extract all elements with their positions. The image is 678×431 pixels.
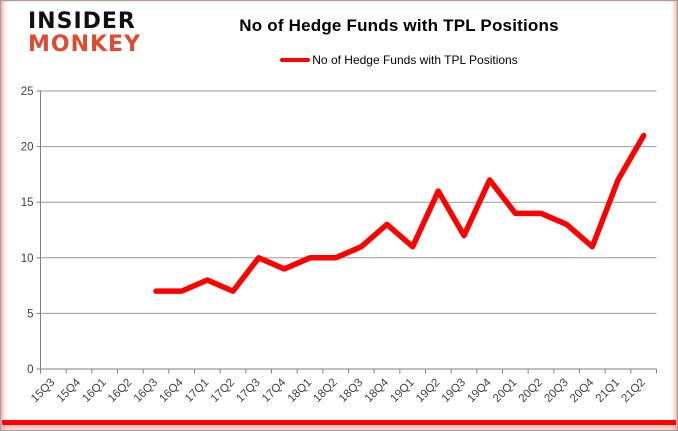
y-axis-label-0: 0 xyxy=(27,364,33,376)
x-axis-label-20Q1: 20Q1 xyxy=(491,377,519,405)
x-axis-label-16Q3: 16Q3 xyxy=(132,377,160,405)
series-line xyxy=(153,132,647,294)
x-axis-label-17Q1: 17Q1 xyxy=(183,377,211,405)
y-axis-label-25: 25 xyxy=(21,86,34,98)
x-axis-label-16Q2: 16Q2 xyxy=(106,377,134,405)
chart-title: No of Hedge Funds with TPL Positions xyxy=(239,16,559,35)
x-axis-label-19Q3: 19Q3 xyxy=(440,377,468,405)
chart-header: No of Hedge Funds with TPL Positions No … xyxy=(131,16,667,67)
x-axis-label-15Q3: 15Q3 xyxy=(29,377,57,405)
y-axis-label-5: 5 xyxy=(27,308,33,320)
x-axis-label-20Q4: 20Q4 xyxy=(568,376,597,405)
logo-insider-text: INSIDER xyxy=(28,9,136,34)
x-axis-label-20Q2: 20Q2 xyxy=(517,377,545,405)
y-axis-label-15: 15 xyxy=(21,197,34,209)
x-axis-label-17Q4: 17Q4 xyxy=(260,376,289,405)
legend-label: No of Hedge Funds with TPL Positions xyxy=(312,53,518,67)
legend-line-marker xyxy=(280,57,311,63)
x-axis-label-19Q2: 19Q2 xyxy=(414,377,442,405)
x-axis-label-17Q2: 17Q2 xyxy=(209,377,237,405)
x-axis-label-20Q3: 20Q3 xyxy=(542,377,570,405)
x-axis-label-16Q4: 16Q4 xyxy=(157,376,186,405)
insider-monkey-logo: INSIDER MONKEY xyxy=(28,10,141,56)
y-axis-label-10: 10 xyxy=(21,253,34,265)
x-axis-label-18Q3: 18Q3 xyxy=(337,377,365,405)
legend: No of Hedge Funds with TPL Positions xyxy=(131,53,667,67)
x-axis-label-19Q1: 19Q1 xyxy=(388,377,416,405)
logo-monkey-text: MONKEY xyxy=(28,32,142,57)
x-axis-label-17Q3: 17Q3 xyxy=(234,377,262,405)
x-axis-label-16Q1: 16Q1 xyxy=(80,377,108,405)
x-axis-label-15Q4: 15Q4 xyxy=(55,376,84,405)
y-axis-label-20: 20 xyxy=(21,142,34,154)
x-axis-label-18Q4: 18Q4 xyxy=(363,376,392,405)
x-axis-label-18Q1: 18Q1 xyxy=(286,377,314,405)
x-axis-label-21Q1: 21Q1 xyxy=(594,377,622,405)
x-axis-label-19Q4: 19Q4 xyxy=(465,376,494,405)
x-axis-label-21Q2: 21Q2 xyxy=(619,377,647,405)
bottom-accent-bar xyxy=(2,420,676,425)
x-axis-label-18Q2: 18Q2 xyxy=(311,377,339,405)
